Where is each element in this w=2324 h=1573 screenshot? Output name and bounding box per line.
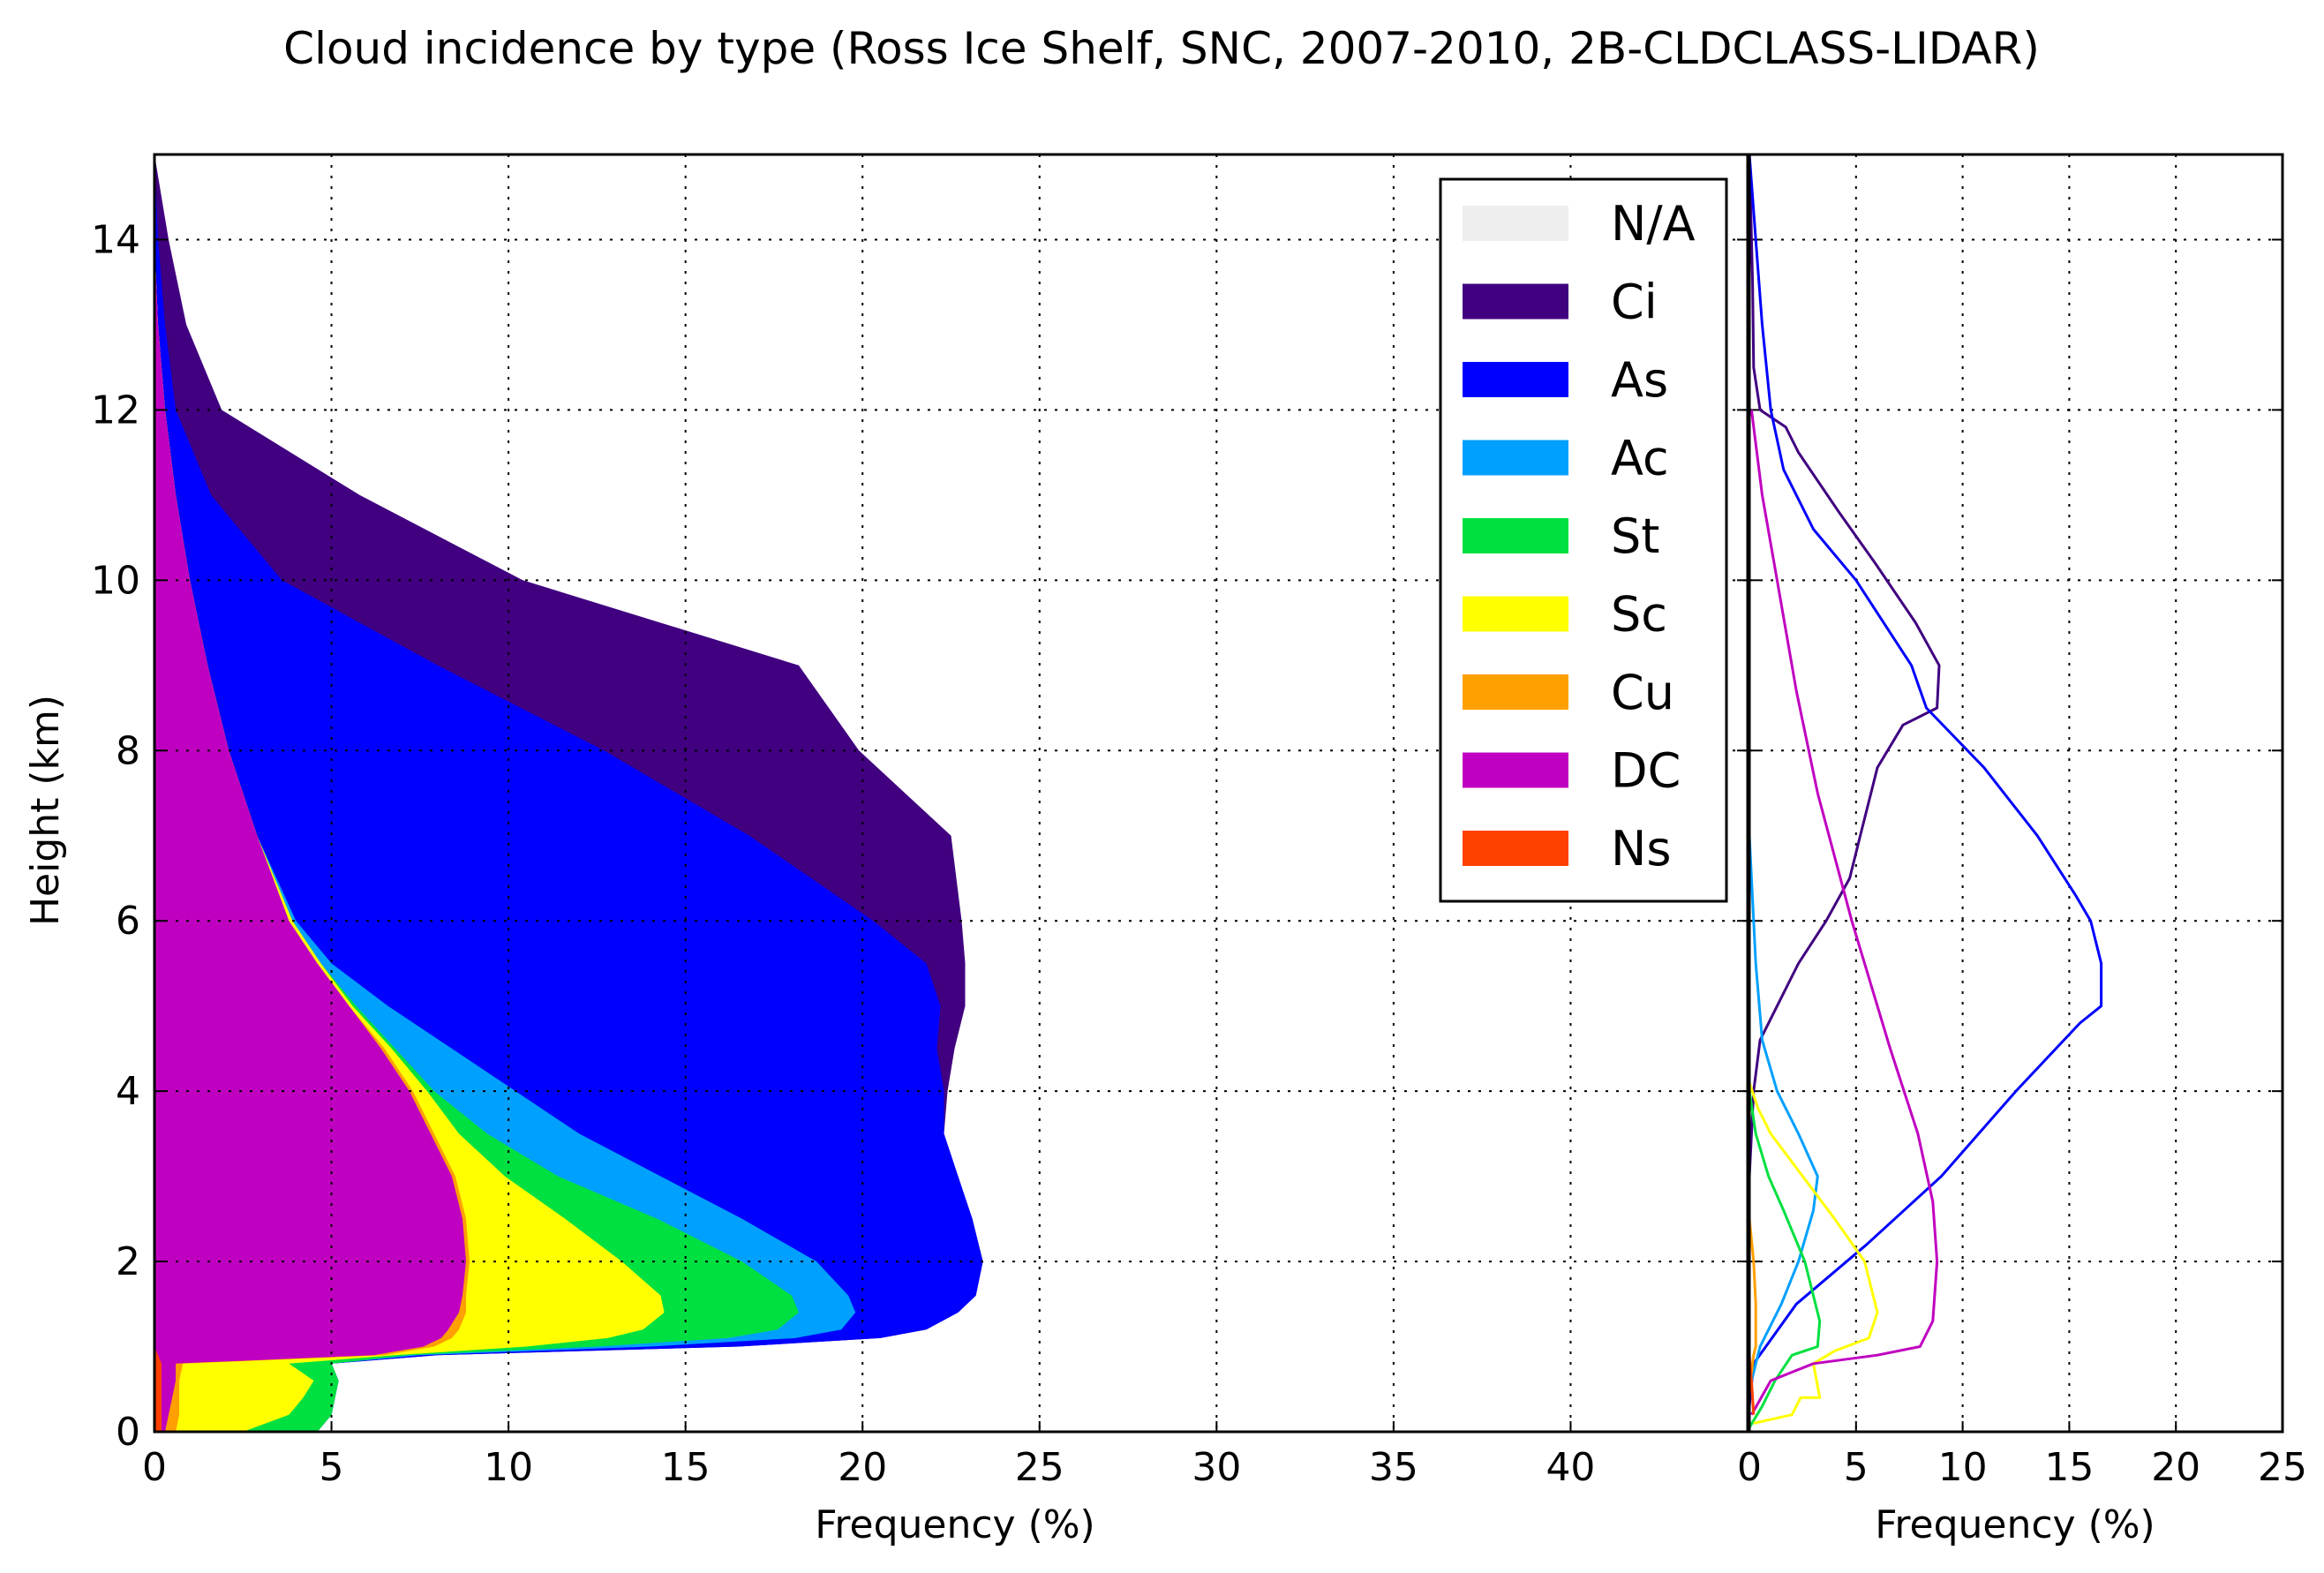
left-x-tick-label: 10 bbox=[484, 1445, 533, 1490]
line-as bbox=[1748, 154, 2103, 1407]
left-x-tick-label: 35 bbox=[1369, 1445, 1418, 1490]
y-tick-label: 6 bbox=[116, 899, 140, 944]
legend-label-as: As bbox=[1611, 352, 1668, 408]
left-x-tick-label: 40 bbox=[1546, 1445, 1595, 1490]
right-x-tick-label: 25 bbox=[2258, 1445, 2307, 1490]
legend-label-ac: Ac bbox=[1611, 431, 1669, 486]
legend-swatch-ac bbox=[1463, 440, 1568, 476]
right-x-tick-label: 15 bbox=[2044, 1445, 2094, 1490]
left-x-tick-label: 15 bbox=[661, 1445, 711, 1490]
line-st bbox=[1748, 1090, 1822, 1428]
x-axis-label-right: Frequency (%) bbox=[1875, 1502, 2155, 1547]
right-x-tick-label: 5 bbox=[1844, 1445, 1869, 1490]
legend-swatch-as bbox=[1463, 362, 1568, 397]
legend-label-sc: Sc bbox=[1611, 587, 1667, 643]
legend-label-st: St bbox=[1611, 508, 1659, 564]
area-dc bbox=[154, 154, 466, 1432]
legend-label-na: N/A bbox=[1611, 196, 1696, 252]
line-cu bbox=[1748, 1218, 1757, 1389]
legend-swatch-dc bbox=[1463, 752, 1568, 788]
left-x-tick-label: 5 bbox=[320, 1445, 344, 1490]
left-x-tick-label: 30 bbox=[1192, 1445, 1241, 1490]
y-tick-label: 12 bbox=[91, 388, 140, 433]
right-x-tick-label: 20 bbox=[2151, 1445, 2200, 1490]
right-x-tick-label: 0 bbox=[1737, 1445, 1762, 1490]
y-tick-label: 14 bbox=[91, 217, 140, 262]
left-x-tick-label: 20 bbox=[838, 1445, 887, 1490]
left-x-tick-label: 25 bbox=[1015, 1445, 1064, 1490]
legend-swatch-sc bbox=[1463, 596, 1568, 632]
line-ci bbox=[1748, 154, 1941, 1432]
legend-swatch-st bbox=[1463, 518, 1568, 553]
legend-label-ns: Ns bbox=[1611, 821, 1672, 877]
y-tick-label: 10 bbox=[91, 558, 140, 603]
legend: N/A Ci As Ac St Sc Cu DC Ns bbox=[1439, 177, 1728, 903]
legend-swatch-ns bbox=[1463, 831, 1568, 866]
legend-swatch-na bbox=[1463, 206, 1568, 241]
legend-swatch-cu bbox=[1463, 674, 1568, 710]
legend-swatch-ci bbox=[1463, 283, 1568, 320]
y-tick-label: 2 bbox=[116, 1239, 140, 1284]
x-axis-label-left: Frequency (%) bbox=[815, 1502, 1094, 1547]
y-tick-label: 0 bbox=[116, 1410, 140, 1455]
y-tick-label: 4 bbox=[116, 1069, 140, 1114]
y-axis-label: Height (km) bbox=[23, 695, 68, 926]
legend-label-ci: Ci bbox=[1611, 275, 1658, 330]
line-dc bbox=[1749, 410, 1939, 1416]
line-ac bbox=[1748, 835, 1819, 1390]
right-plot-frame bbox=[1748, 153, 2284, 1434]
legend-label-cu: Cu bbox=[1611, 665, 1674, 720]
chart-title: Cloud incidence by type (Ross Ice Shelf,… bbox=[283, 23, 2040, 74]
legend-label-dc: DC bbox=[1611, 743, 1681, 799]
y-tick-label: 8 bbox=[116, 728, 140, 773]
left-x-tick-label: 0 bbox=[142, 1445, 167, 1490]
line-sc bbox=[1748, 1082, 1879, 1425]
left-plot-frame bbox=[153, 153, 1749, 1434]
right-x-tick-label: 10 bbox=[1938, 1445, 1988, 1490]
line-profile-panel: 0 5 10 15 20 25 bbox=[1737, 153, 2307, 1490]
